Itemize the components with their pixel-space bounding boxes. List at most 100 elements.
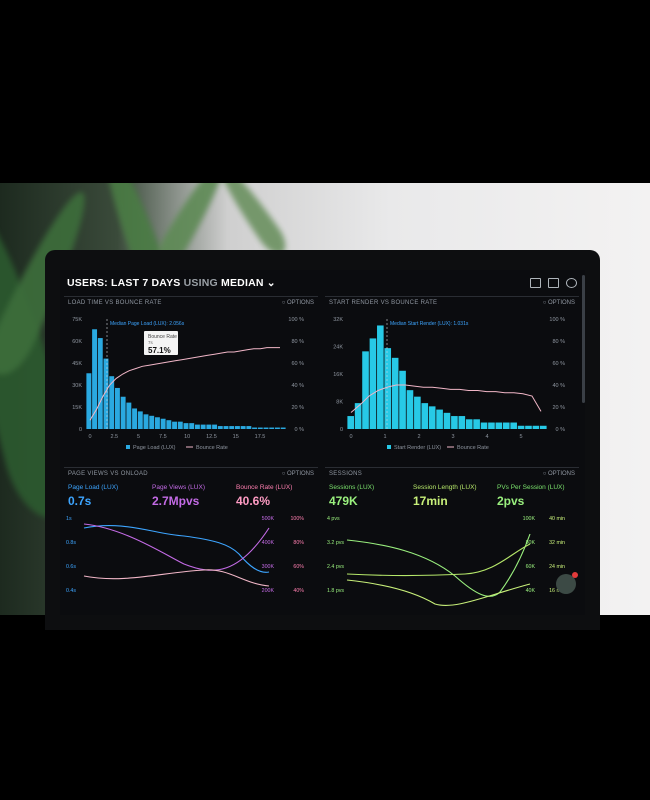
series-line (346, 533, 531, 597)
kpi-page-views: Page Views (LUX) 2.7Mpvs (152, 484, 205, 508)
page-title[interactable]: USERS: LAST 7 DAYS USING MEDIAN ⌄ (67, 277, 276, 289)
bar (183, 423, 189, 429)
y-tick-label: 60K (72, 339, 82, 345)
bar (414, 396, 421, 429)
y3-tick-label: 40% (293, 588, 304, 594)
options-button[interactable]: ○ OPTIONS (281, 471, 314, 477)
bar (257, 427, 263, 429)
dashboard-screen: USERS: LAST 7 DAYS USING MEDIAN ⌄ LOAD T… (60, 270, 585, 615)
bounce-rate-line (89, 347, 280, 421)
bar (421, 403, 429, 429)
bar (92, 329, 98, 429)
bar (495, 422, 503, 429)
bar (103, 358, 109, 429)
kpi-session-length: Session Length (LUX) 17min (413, 484, 477, 508)
bar (384, 348, 392, 429)
chat-button[interactable] (556, 572, 578, 594)
sessions-chart: 4 pvs 3.2 pvs 2.4 pvs 1.8 pvs 100K 80K 60K 40K 4… (327, 516, 565, 606)
bar (532, 425, 540, 429)
y-tick-label: 0.4s (66, 588, 76, 594)
x-tick-label: 4 (485, 434, 488, 440)
y2-tick-label: 0 % (556, 427, 566, 433)
options-button[interactable]: ○ OPTIONS (542, 300, 575, 306)
series-line (346, 579, 531, 606)
notification-badge (572, 572, 578, 578)
bounce-rate-line (350, 384, 542, 413)
bar (399, 370, 406, 429)
y2-tick-label: 100K (523, 516, 536, 522)
bar (377, 325, 384, 429)
bar (451, 416, 458, 429)
y2-tick-label: 40 % (552, 383, 565, 389)
bar (436, 409, 443, 429)
y-tick-label: 75K (72, 317, 82, 323)
bar (109, 376, 115, 429)
legend-swatch (126, 445, 130, 449)
image-icon[interactable] (548, 278, 559, 288)
bar (194, 424, 200, 429)
y2-tick-label: 40 % (291, 383, 304, 389)
x-tick-label: 5 (519, 434, 522, 440)
kpi-pvs-per-session: PVs Per Session (LUX) 2pvs (497, 484, 565, 508)
y2-tick-label: 20 % (552, 405, 565, 411)
y-tick-label: 15K (72, 405, 82, 411)
y3-tick-label: 24 min (549, 564, 565, 570)
x-tick-label: 10 (184, 434, 190, 440)
bar (189, 423, 195, 429)
chevron-down-icon[interactable]: ⌄ (266, 277, 276, 289)
legend-label: Start Render (LUX) (394, 445, 441, 451)
y-tick-label: 24K (333, 345, 343, 351)
bar (97, 338, 103, 429)
legend-label: Page Load (LUX) (133, 445, 176, 451)
bar (269, 427, 275, 429)
x-tick-label: 2 (417, 434, 420, 440)
bar (362, 351, 369, 429)
x-tick-label: 17.5 (255, 434, 266, 440)
panel-pageviews: PAGE VIEWS VS ONLOAD ○ OPTIONS Page Load… (64, 467, 318, 615)
render-bounce-chart: 32K 24K 16K 8K 0 100 % 80 % 60 % 40 % 20 % 0 % 0 1 2 3… (333, 317, 566, 451)
bar (458, 416, 466, 429)
panel-title: SESSIONS (329, 471, 363, 477)
kpi-sessions: Sessions (LUX) 479K (329, 484, 375, 508)
bar (488, 422, 495, 429)
y-tick-label: 45K (72, 361, 82, 367)
bar (510, 422, 517, 429)
header-icons (530, 278, 577, 288)
bar (166, 420, 172, 429)
y-tick-label: 4 pvs (327, 516, 340, 522)
y3-tick-label: 16 min (549, 588, 565, 594)
y-tick-label: 0 (79, 427, 82, 433)
x-tick-label: 1 (383, 434, 386, 440)
panel-title: START RENDER VS BOUNCE RATE (329, 300, 438, 306)
y-tick-label: 32K (333, 317, 343, 323)
options-button[interactable]: ○ OPTIONS (542, 471, 575, 477)
load-bounce-chart: 75K 60K 45K 30K 15K 0 100 % 80 % 60 % 40 % 20 % 0 %… (72, 317, 304, 451)
panel-render-bounce: START RENDER VS BOUNCE RATE ○ OPTIONS 32… (325, 296, 579, 462)
y2-tick-label: 200K (262, 588, 275, 594)
y-tick-label: 1s (66, 516, 72, 522)
scrollbar[interactable] (582, 275, 585, 403)
bar (274, 427, 280, 429)
bar (517, 425, 525, 429)
help-icon[interactable] (566, 278, 577, 288)
bar (480, 422, 488, 429)
bar (172, 421, 178, 429)
bar (263, 427, 269, 429)
y2-tick-label: 500K (262, 516, 275, 522)
bar (539, 425, 547, 429)
y2-tick-label: 60K (526, 564, 536, 570)
options-button[interactable]: ○ OPTIONS (281, 300, 314, 306)
bar (137, 411, 143, 429)
y3-tick-label: 40 min (549, 516, 565, 522)
bar (280, 427, 286, 429)
y3-tick-label: 100% (290, 516, 304, 522)
monitor-icon[interactable] (530, 278, 541, 288)
y3-tick-label: 80% (293, 540, 304, 546)
y2-tick-label: 300K (262, 564, 275, 570)
bar (206, 424, 212, 429)
bar (525, 425, 532, 429)
bar (240, 426, 246, 429)
y-tick-label: 0.8s (66, 540, 76, 546)
bar (252, 427, 258, 429)
x-tick-label: 0 (349, 434, 352, 440)
